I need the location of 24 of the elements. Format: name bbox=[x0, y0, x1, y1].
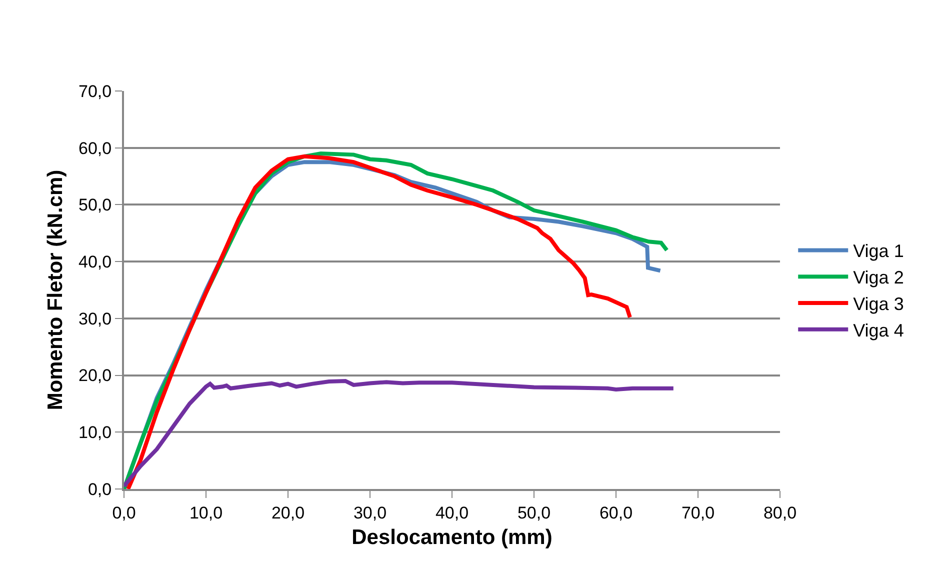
legend-label: Viga 1 bbox=[853, 241, 904, 262]
x-tick-label: 50,0 bbox=[517, 503, 551, 522]
legend-label: Viga 4 bbox=[853, 320, 904, 340]
line-series bbox=[124, 378, 676, 488]
y-tick-label: 30,0 bbox=[78, 309, 112, 328]
x-tick-label: 30,0 bbox=[353, 503, 387, 522]
x-axis-title: Deslocamento (mm) bbox=[352, 526, 552, 550]
y-axis-title: Momento Fletor (kN.cm) bbox=[44, 170, 68, 410]
legend-label: Viga 3 bbox=[853, 294, 904, 314]
y-tick-label: 60,0 bbox=[78, 138, 112, 158]
x-tick-label: 80,0 bbox=[763, 503, 797, 522]
x-tick-label: 20,0 bbox=[271, 503, 305, 522]
y-tick-label: 10,0 bbox=[78, 423, 112, 442]
x-tick-label: 10,0 bbox=[189, 503, 223, 522]
y-tick-label: 70,0 bbox=[78, 82, 112, 101]
legend-label: Viga 2 bbox=[853, 268, 904, 288]
y-tick-label: 50,0 bbox=[78, 196, 112, 215]
y-tick-label: 20,0 bbox=[78, 366, 112, 386]
y-tick-label: 0,0 bbox=[88, 480, 112, 499]
x-tick-label: 70,0 bbox=[681, 503, 715, 522]
y-tick-label: 40,0 bbox=[78, 252, 112, 272]
x-tick-label: 0,0 bbox=[112, 503, 136, 522]
x-tick-label: 60,0 bbox=[599, 503, 633, 522]
x-tick-label: 40,0 bbox=[435, 503, 469, 522]
